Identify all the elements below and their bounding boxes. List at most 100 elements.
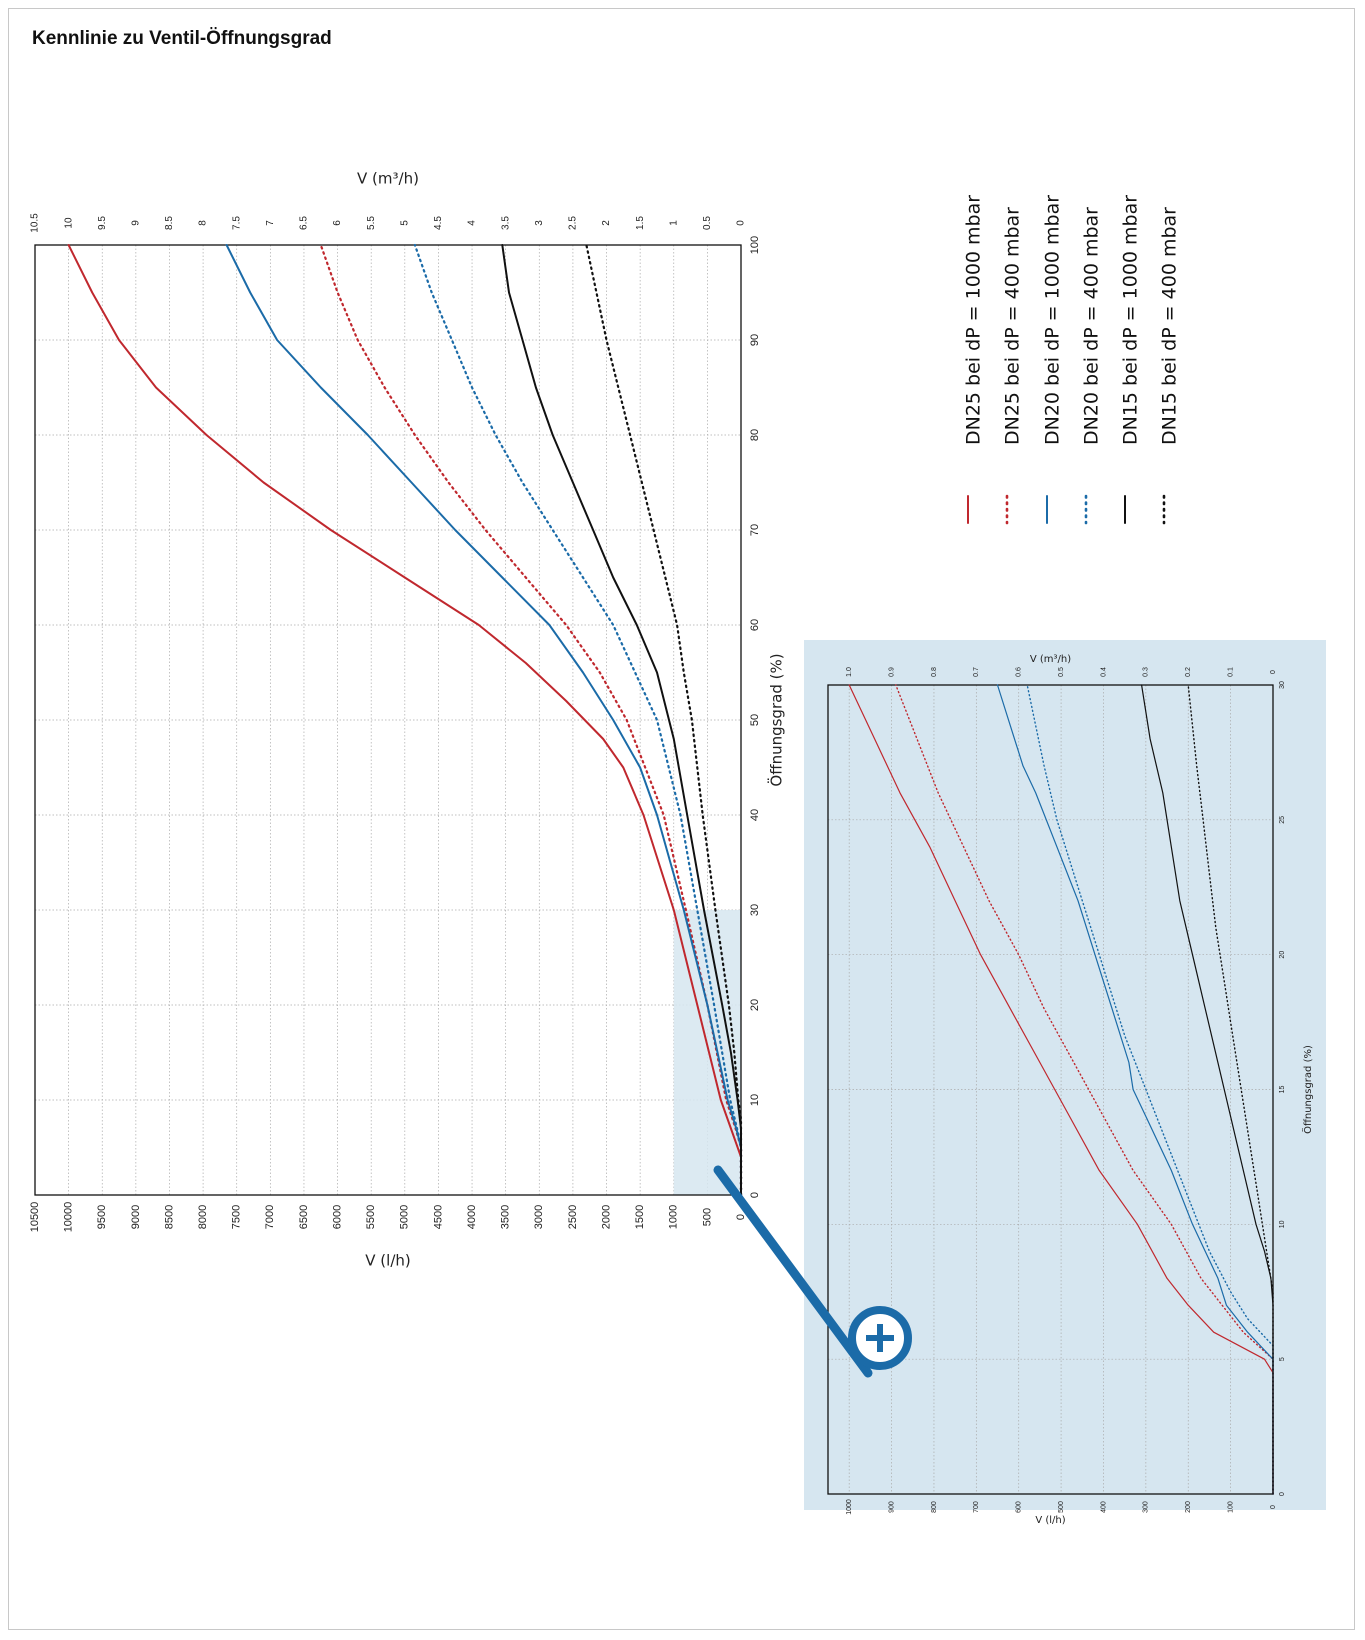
y-tick-label: 800: [931, 1501, 938, 1513]
main-chart: 0102030405060708090100050010001500200025…: [29, 170, 786, 1270]
y2-tick-label: 8.5: [164, 216, 175, 230]
x-tick-label: 10: [749, 1094, 761, 1106]
x-tick-label: 30: [1279, 681, 1286, 689]
y2-tick-label: 9.5: [97, 216, 108, 230]
y-tick-label: 3500: [500, 1205, 512, 1229]
x-axis-label: Öffnungsgrad (%): [1301, 1045, 1314, 1134]
y-tick-label: 400: [1100, 1501, 1107, 1513]
x-tick-label: 0: [1279, 1492, 1286, 1496]
plot-frame: [827, 684, 1274, 1495]
y-tick-label: 10000: [63, 1202, 75, 1233]
y2-tick-label: 0.3: [1143, 667, 1150, 677]
x-tick-label: 20: [749, 999, 761, 1011]
y-tick-label: 5000: [399, 1205, 411, 1229]
y2-tick-label: 8: [198, 220, 209, 226]
series-line-3: [225, 244, 742, 1196]
y-tick-label: 1000: [846, 1499, 853, 1515]
y2-tick-label: 2: [601, 220, 612, 226]
y2-tick-label: 1: [668, 220, 679, 226]
y-tick-label: 1500: [634, 1205, 646, 1229]
legend-label-4: DN20 bei dP = 400 mbar: [1081, 207, 1103, 445]
y-tick-label: 700: [973, 1501, 980, 1513]
y-axis-label: V (l/h): [1035, 1515, 1065, 1526]
x-tick-label: 30: [749, 904, 761, 916]
inset-background: [804, 640, 1326, 1510]
y2-axis-label: V (m³/h): [357, 170, 419, 188]
y-tick-label: 6000: [331, 1205, 343, 1229]
y2-tick-label: 0: [736, 220, 747, 226]
y2-tick-label: 6: [332, 220, 343, 226]
y2-tick-label: 10.5: [30, 213, 41, 233]
y2-tick-label: 0.1: [1227, 667, 1234, 677]
y-tick-label: 8500: [163, 1205, 175, 1229]
y-tick-label: 7000: [264, 1205, 276, 1229]
series-line-4: [413, 243, 743, 1197]
y2-tick-label: 2.5: [568, 216, 579, 230]
x-tick-label: 0: [749, 1192, 761, 1198]
y2-tick-label: 1.5: [635, 216, 646, 230]
series-line-4: [1026, 684, 1274, 1495]
y-tick-label: 10500: [29, 1202, 41, 1233]
y-tick-label: 2500: [567, 1205, 579, 1229]
y2-tick-label: 0.8: [931, 667, 938, 677]
y2-tick-label: 5: [399, 220, 410, 226]
y-tick-label: 1000: [668, 1205, 680, 1229]
x-tick-label: 20: [1279, 951, 1286, 959]
y2-axis-label: V (m³/h): [1030, 654, 1071, 665]
legend-label-2: DN25 bei dP = 400 mbar: [1002, 207, 1024, 445]
y-tick-label: 4500: [432, 1205, 444, 1229]
x-tick-label: 60: [749, 619, 761, 631]
x-tick-label: 90: [749, 334, 761, 346]
y2-tick-label: 0.5: [1058, 667, 1065, 677]
y-tick-label: 8000: [197, 1205, 209, 1229]
y-tick-label: 9500: [96, 1205, 108, 1229]
y-tick-label: 4000: [466, 1205, 478, 1229]
y-tick-label: 500: [701, 1208, 713, 1226]
zoom-callout[interactable]: [713, 1165, 912, 1378]
x-tick-label: 40: [749, 809, 761, 821]
legend-label-6: DN15 bei dP = 400 mbar: [1159, 207, 1181, 445]
y2-tick-label: 0.6: [1016, 667, 1023, 677]
legend-label-1: DN25 bei dP = 1000 mbar: [963, 195, 985, 445]
y-tick-label: 600: [1016, 1501, 1023, 1513]
y-tick-label: 100: [1227, 1501, 1234, 1513]
y-tick-label: 200: [1185, 1501, 1192, 1513]
plot-frame: [34, 244, 742, 1196]
legend-label-3: DN20 bei dP = 1000 mbar: [1042, 195, 1064, 445]
x-tick-label: 5: [1279, 1357, 1286, 1361]
y2-tick-label: 4.5: [433, 216, 444, 230]
x-tick-label: 50: [749, 714, 761, 726]
y-tick-label: 2000: [600, 1205, 612, 1229]
y-tick-label: 6500: [298, 1205, 310, 1229]
y2-tick-label: 3: [534, 220, 545, 226]
series-line-6: [1187, 684, 1274, 1495]
y2-tick-label: 0.4: [1100, 667, 1107, 677]
legend: DN25 bei dP = 1000 mbar DN25 bei dP = 400…: [963, 195, 1181, 525]
series-line-2: [895, 684, 1274, 1495]
legend-label-5: DN15 bei dP = 1000 mbar: [1120, 195, 1142, 445]
series-line-5: [501, 244, 742, 1196]
series-line-1: [67, 244, 742, 1196]
y2-tick-label: 1.0: [846, 667, 853, 677]
y2-tick-label: 10: [63, 217, 74, 229]
y-tick-label: 500: [1058, 1501, 1065, 1513]
inset-chart: 0510152025300100200300400500600700800900…: [827, 654, 1314, 1526]
series-line-6: [585, 243, 743, 1197]
page-title: Kennlinie zu Ventil-Öffnungsgrad: [32, 28, 332, 49]
x-tick-label: 25: [1279, 816, 1286, 824]
y2-tick-label: 3.5: [500, 216, 511, 230]
x-tick-label: 100: [749, 236, 761, 254]
page-frame: [8, 8, 1355, 1630]
y-tick-label: 900: [888, 1501, 895, 1513]
y2-tick-label: 0.5: [702, 216, 713, 230]
series-line-1: [848, 684, 1274, 1495]
y2-tick-label: 7.5: [231, 216, 242, 230]
x-axis-label: Öffnungsgrad (%): [767, 653, 786, 786]
y-tick-label: 9000: [130, 1205, 142, 1229]
y2-tick-label: 5.5: [366, 216, 377, 230]
y-tick-label: 3000: [533, 1205, 545, 1229]
y-tick-label: 0: [735, 1214, 747, 1220]
y2-tick-label: 0: [1270, 670, 1277, 674]
y2-tick-label: 0.2: [1185, 667, 1192, 677]
